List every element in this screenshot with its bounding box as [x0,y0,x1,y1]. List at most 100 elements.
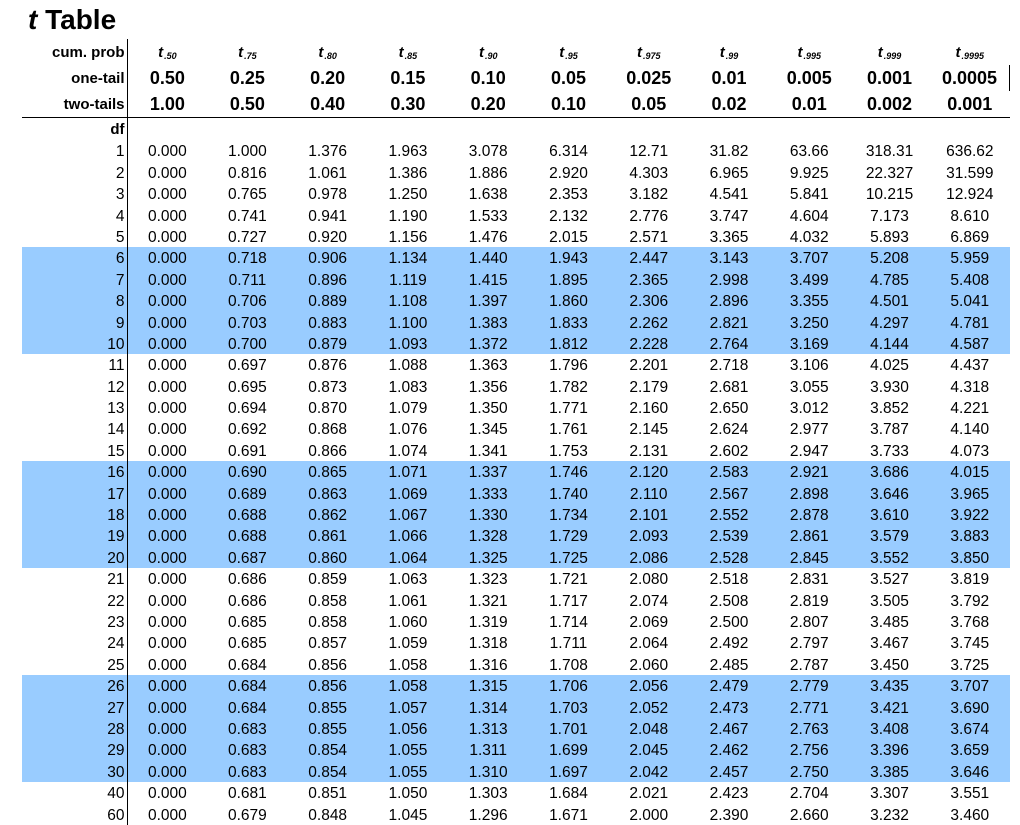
cum-prob-header: t.85 [368,39,448,65]
critical-value-cell: 0.000 [147,378,187,396]
critical-value-cell: 1.708 [549,656,588,674]
one-tail-value: 0.001 [867,67,913,88]
critical-value-cell: 1.055 [367,760,449,782]
critical-value-cell: 0.000 [127,268,208,290]
table-row: 7 0.000 0.711 0.896 1.119 1.415 1.895 2.365 2.99… [22,268,1010,290]
critical-value-cell: 0.695 [228,378,267,396]
critical-value-cell: 2.771 [769,696,850,718]
critical-value-cell: 1.074 [388,442,428,460]
one-tail-value: 0.005 [786,67,832,88]
critical-value-cell: 2.365 [608,268,689,290]
critical-value-cell: 3.055 [789,378,829,396]
critical-value-cell: 0.000 [127,460,208,483]
critical-value-cell: 0.854 [287,738,368,761]
critical-value-cell: 31.82 [709,143,749,161]
critical-value-cell: 0.876 [308,357,348,375]
critical-value-cell: 3.467 [870,635,909,653]
table-row: 12 0.000 0.695 0.873 1.083 1.356 1.782 2.179 2.6… [22,375,1010,397]
critical-value-cell: 1.341 [468,442,508,460]
critical-value-cell: 3.396 [849,738,930,761]
critical-value-cell: 1.064 [367,546,449,568]
two-tails-value: 1.00 [127,91,208,118]
critical-value-cell: 3.707 [929,674,1010,697]
critical-value-cell: 1.440 [448,246,529,269]
critical-value-cell: 4.297 [849,311,930,333]
title-text: Table [37,4,117,35]
critical-value-cell: 0.855 [287,717,368,739]
critical-value-cell: 3.078 [468,143,508,161]
cum-prob-header: t.95 [528,39,608,65]
critical-value-cell: 1.296 [468,806,508,824]
critical-value-cell: 3.850 [929,546,1010,568]
table-row: 13 0.000 0.694 0.870 1.079 1.350 1.771 2.160 2.6… [22,396,1010,419]
critical-value-cell: 1.079 [388,400,428,418]
critical-value-cell: 4.032 [789,228,829,246]
critical-value-cell: 3.646 [929,760,1010,782]
critical-value-cell: 1.314 [448,696,529,718]
critical-value-cell: 2.779 [769,674,850,697]
two-tails-value: 0.40 [287,91,368,118]
critical-value-cell: 0.848 [308,806,348,824]
one-tail-value: 0.01 [711,67,747,88]
critical-value-cell: 1.058 [388,656,428,674]
critical-value-cell: 0.688 [207,525,288,547]
critical-value-cell: 1.671 [549,806,588,824]
two-tails-value: 0.01 [769,91,850,118]
table-row: 19 0.000 0.688 0.861 1.066 1.328 1.729 2.093 2.5… [22,525,1010,547]
critical-value-cell: 2.042 [608,760,689,782]
df-header-spacer [769,118,849,141]
title-t: t [28,4,38,35]
critical-value-cell: 2.110 [608,482,689,504]
table-row: 3 0.000 0.765 0.978 1.250 1.638 2.353 3.182 4.54… [22,182,1010,205]
critical-value-cell: 3.012 [789,400,829,418]
critical-value-cell: 0.000 [127,289,208,312]
critical-value-cell: 4.015 [929,460,1010,483]
critical-value-cell: 0.703 [207,311,288,333]
table-row: 20 0.000 0.687 0.860 1.064 1.325 1.725 2.086 2.5… [22,546,1010,568]
critical-value-cell: 3.733 [870,442,909,460]
critical-value-cell: 0.683 [207,738,288,761]
critical-value-cell: 0.000 [127,738,208,761]
critical-value-cell: 0.000 [127,546,208,568]
critical-value-cell: 3.768 [950,613,990,631]
cum-prob-header: t.90 [448,39,528,65]
critical-value-cell: 1.701 [528,717,609,739]
cum-prob-subscript: .995 [803,50,822,61]
critical-value-cell: 2.704 [789,785,829,803]
df-header-spacer [368,118,448,141]
critical-value-cell: 0.700 [207,332,288,354]
critical-value-cell: 2.086 [608,546,689,568]
critical-value-cell: 3.143 [688,246,770,269]
critical-value-cell: 2.797 [789,635,829,653]
critical-value-cell: 3.819 [950,571,990,589]
critical-value-cell: 4.140 [950,421,990,439]
critical-value-cell: 2.145 [629,421,669,439]
table-row: 30 0.000 0.683 0.854 1.055 1.310 1.697 2.042 2.4… [22,760,1010,782]
critical-value-cell: 0.000 [147,785,187,803]
critical-value-cell: 2.518 [709,571,749,589]
critical-value-cell: 1.533 [468,207,508,225]
two-tails-label: two-tails [22,91,128,118]
critical-value-cell: 2.861 [769,525,850,547]
cum-prob-row: cum. prob t.50 t.75 t.80 t.85 t.90 t.95 t.975 t… [22,39,1010,65]
critical-value-cell: 6.965 [709,164,749,182]
df-header-spacer [127,118,207,141]
critical-value-cell: 1.056 [367,717,449,739]
critical-value-cell: 0.859 [308,571,348,589]
df-value: 3 [22,182,128,205]
critical-value-cell: 2.947 [789,442,829,460]
critical-value-cell: 1.699 [528,738,609,761]
critical-value-cell: 1.190 [388,207,428,225]
critical-value-cell: 1.356 [468,378,508,396]
critical-value-cell: 2.479 [688,674,770,697]
critical-value-cell: 2.571 [629,228,669,246]
table-row: 8 0.000 0.706 0.889 1.108 1.397 1.860 2.306 2.89… [22,289,1010,312]
critical-value-cell: 1.740 [528,482,609,504]
critical-value-cell: 0.978 [308,186,348,204]
critical-value-cell: 0.861 [287,525,368,547]
two-tails-value: 0.002 [849,91,930,118]
table-row: 5 0.000 0.727 0.920 1.156 1.476 2.015 2.571 3.36… [22,225,1010,247]
critical-value-cell: 0.000 [147,592,187,610]
critical-value-cell: 0.690 [207,460,288,483]
df-value: 18 [22,503,128,526]
